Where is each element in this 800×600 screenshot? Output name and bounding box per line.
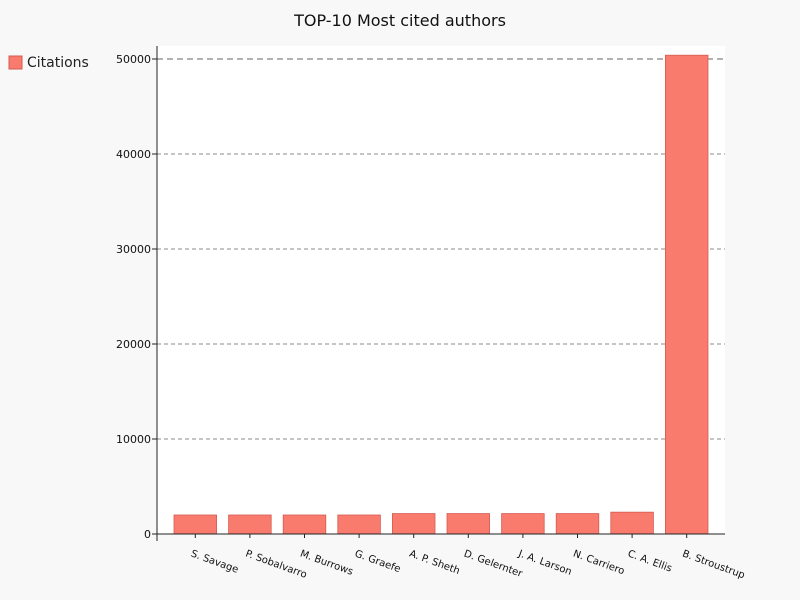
legend-label-citations: Citations — [27, 55, 89, 71]
bar-p-sobalvarro — [228, 514, 272, 535]
y-tick-label: 10000 — [116, 433, 151, 446]
bar-c-a-ellis — [610, 511, 654, 535]
bar-s-savage — [173, 514, 217, 535]
x-tick-label: D. Gelernter — [462, 548, 524, 580]
x-tick-label: B. Stroustrup — [681, 548, 747, 581]
plot-area — [157, 46, 725, 534]
x-tick-label: P. Sobalvarro — [244, 548, 308, 580]
y-tick-label: 50000 — [116, 53, 151, 66]
bar-a-p-sheth — [392, 513, 436, 535]
bar-m-burrows — [282, 514, 327, 535]
bar-d-gelernter — [446, 513, 490, 535]
x-tick-label: J. A. Larson — [516, 548, 573, 578]
x-tick-label: S. Savage — [189, 548, 239, 575]
bar-b-stroustrup — [665, 54, 709, 535]
x-tick-label: A. P. Sheth — [408, 548, 462, 576]
y-tick-label: 20000 — [116, 338, 151, 351]
x-tick-label: G. Graefe — [353, 548, 402, 575]
legend: Citations — [8, 55, 89, 71]
grid-lines — [157, 58, 725, 440]
bar-j-a-larson — [501, 513, 545, 535]
legend-swatch — [8, 55, 23, 70]
y-tick-label: 30000 — [116, 243, 151, 256]
bar-g-graefe — [337, 514, 381, 535]
y-tick-label: 0 — [144, 528, 151, 541]
x-tick-label: N. Carriero — [571, 548, 625, 577]
y-axis-ticks: 0 10000 20000 30000 40000 50000 — [116, 53, 157, 541]
bars — [173, 54, 709, 535]
x-tick-label: C. A. Ellis — [626, 548, 673, 574]
chart-title: TOP-10 Most cited authors — [293, 11, 506, 30]
y-tick-label: 40000 — [116, 148, 151, 161]
bar-n-carriero — [555, 513, 600, 535]
